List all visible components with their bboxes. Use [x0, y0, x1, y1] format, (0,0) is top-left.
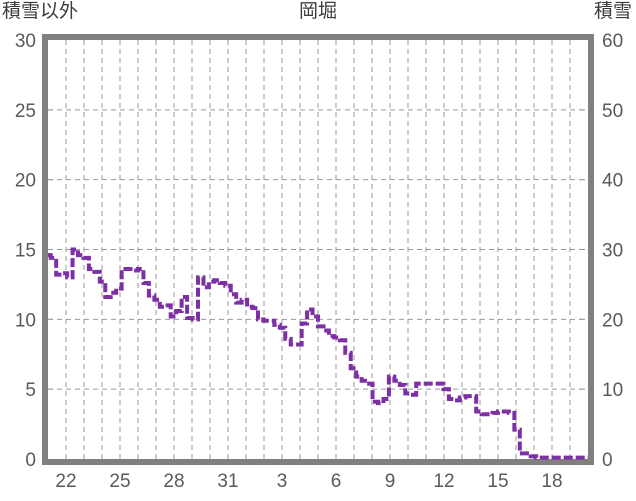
- svg-text:6: 6: [331, 471, 342, 492]
- svg-text:60: 60: [602, 31, 623, 52]
- vertical-gridlines: [65, 40, 571, 459]
- x-axis-ticklabels: 22 25 28 31 3 6 9 12 15 18: [55, 471, 562, 492]
- svg-text:15: 15: [15, 241, 36, 262]
- svg-text:28: 28: [163, 471, 184, 492]
- svg-text:5: 5: [25, 380, 36, 401]
- right-axis-title: 積雪: [593, 1, 632, 22]
- svg-text:15: 15: [487, 471, 508, 492]
- svg-text:31: 31: [217, 471, 238, 492]
- axis-frame: [42, 34, 594, 465]
- svg-text:10: 10: [602, 380, 623, 401]
- svg-text:10: 10: [15, 310, 36, 331]
- left-axis-title: 積雪以外: [2, 1, 79, 22]
- svg-text:12: 12: [433, 471, 454, 492]
- right-axis-ticklabels: 0 10 20 30 40 50 60: [602, 31, 623, 471]
- svg-text:20: 20: [15, 171, 36, 192]
- svg-text:3: 3: [277, 471, 288, 492]
- svg-text:0: 0: [602, 450, 613, 471]
- svg-text:40: 40: [602, 171, 623, 192]
- svg-text:9: 9: [385, 471, 396, 492]
- chart-title: 岡堀: [298, 1, 337, 22]
- svg-text:25: 25: [15, 101, 36, 122]
- svg-text:20: 20: [602, 310, 623, 331]
- svg-text:25: 25: [109, 471, 130, 492]
- data-series-snow: [48, 247, 588, 460]
- svg-text:22: 22: [55, 471, 76, 492]
- svg-text:0: 0: [25, 450, 36, 471]
- left-axis-ticklabels: 0 5 10 15 20 25 30: [15, 31, 36, 471]
- svg-text:50: 50: [602, 101, 623, 122]
- svg-text:18: 18: [541, 471, 562, 492]
- svg-text:30: 30: [15, 31, 36, 52]
- svg-text:30: 30: [602, 241, 623, 262]
